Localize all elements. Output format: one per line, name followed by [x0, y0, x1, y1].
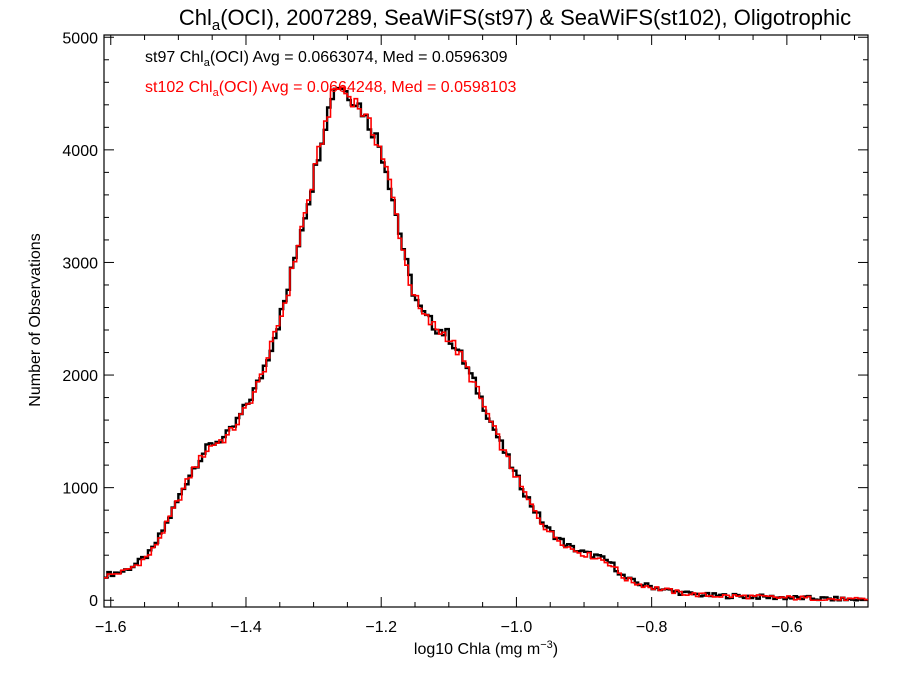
y-tick-label: 3000 — [62, 255, 98, 272]
x-axis: −1.6 −1.4 −1.2 −1.0 −0.8 −0.6 — [95, 35, 855, 636]
plot-frame — [103, 34, 869, 608]
series-line-st97 — [104, 86, 868, 602]
y-tick-label: 4000 — [62, 143, 98, 160]
x-tick-label: −1.0 — [501, 619, 533, 636]
x-tick-label: −0.6 — [771, 619, 803, 636]
x-tick-label: −1.2 — [365, 619, 397, 636]
series-layer — [104, 86, 868, 602]
y-axis: 0 1000 2000 3000 4000 5000 — [62, 30, 868, 610]
x-tick-label: −1.6 — [95, 619, 127, 636]
series-line-st102 — [104, 86, 868, 602]
legend-st102: st102 Chla(OCI) Avg = 0.0664248, Med = 0… — [145, 79, 517, 99]
y-axis-label: Number of Observations — [27, 233, 44, 406]
y-tick-label: 2000 — [62, 368, 98, 385]
legend-st97: st97 Chla(OCI) Avg = 0.0663074, Med = 0.… — [145, 49, 508, 69]
x-tick-label: −0.8 — [636, 619, 668, 636]
y-tick-label: 0 — [89, 593, 98, 610]
x-tick-label: −1.4 — [230, 619, 262, 636]
x-axis-label: log10 Chla (mg m−3) — [414, 639, 558, 658]
y-tick-label: 1000 — [62, 481, 98, 498]
y-tick-label: 5000 — [62, 30, 98, 47]
chart-title: Chla(OCI), 2007289, SeaWiFS(st97) & SeaW… — [179, 5, 851, 34]
